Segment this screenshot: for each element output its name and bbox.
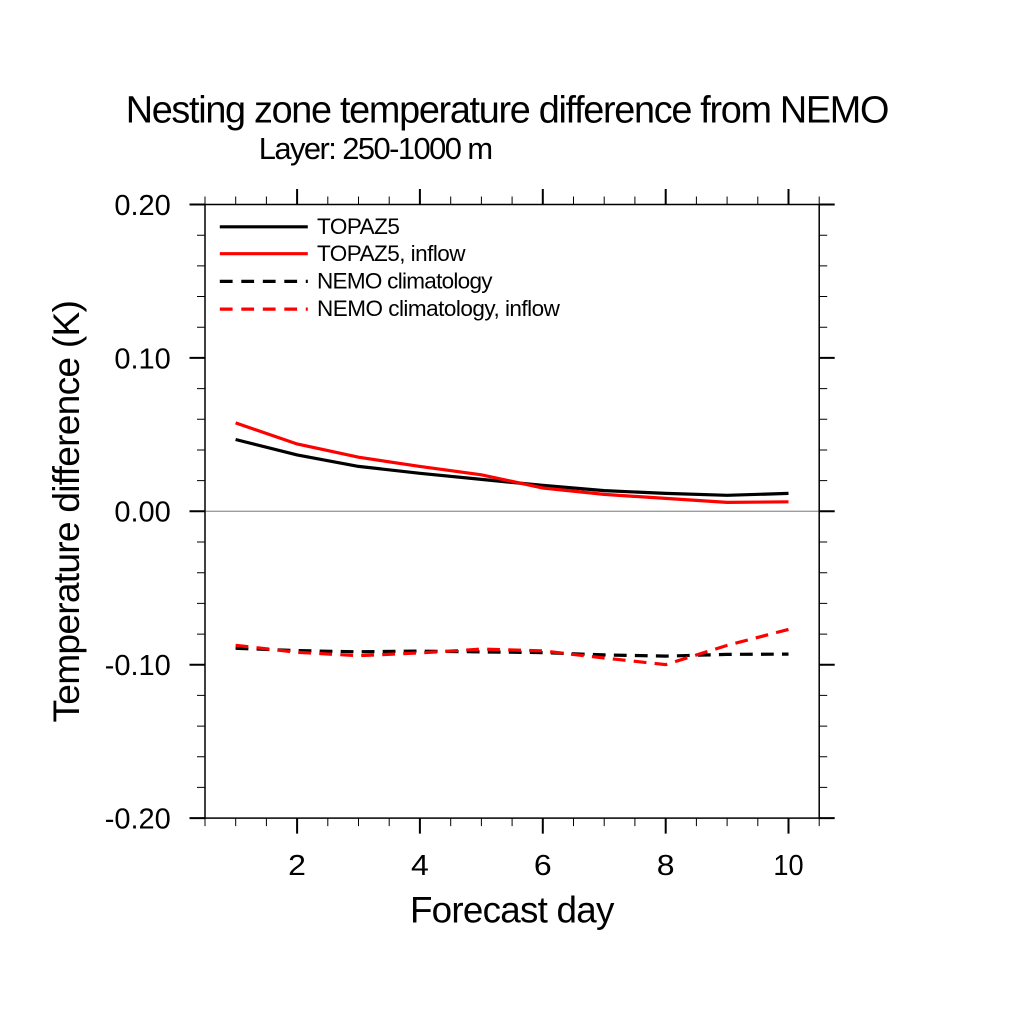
- svg-text:NEMO climatology, inflow: NEMO climatology, inflow: [317, 296, 561, 321]
- svg-text:2: 2: [288, 850, 306, 882]
- svg-text:Temperature difference (K): Temperature difference (K): [45, 300, 87, 723]
- svg-text:Nesting zone temperature diffe: Nesting zone temperature difference from…: [126, 89, 890, 131]
- svg-text:4: 4: [411, 850, 429, 882]
- svg-text:0.10: 0.10: [114, 343, 170, 375]
- svg-text:8: 8: [657, 850, 675, 882]
- svg-text:-0.20: -0.20: [105, 804, 171, 836]
- svg-text:TOPAZ5: TOPAZ5: [317, 214, 400, 239]
- svg-text:TOPAZ5, inflow: TOPAZ5, inflow: [317, 241, 466, 266]
- svg-text:0.00: 0.00: [114, 497, 170, 529]
- svg-text:6: 6: [534, 850, 552, 882]
- svg-text:-0.10: -0.10: [105, 650, 171, 682]
- svg-text:Layer: 250-1000 m: Layer: 250-1000 m: [259, 131, 493, 166]
- svg-text:NEMO climatology: NEMO climatology: [317, 269, 493, 294]
- svg-text:0.20: 0.20: [114, 190, 170, 222]
- svg-text:10: 10: [773, 850, 803, 882]
- svg-text:Forecast day: Forecast day: [410, 890, 615, 931]
